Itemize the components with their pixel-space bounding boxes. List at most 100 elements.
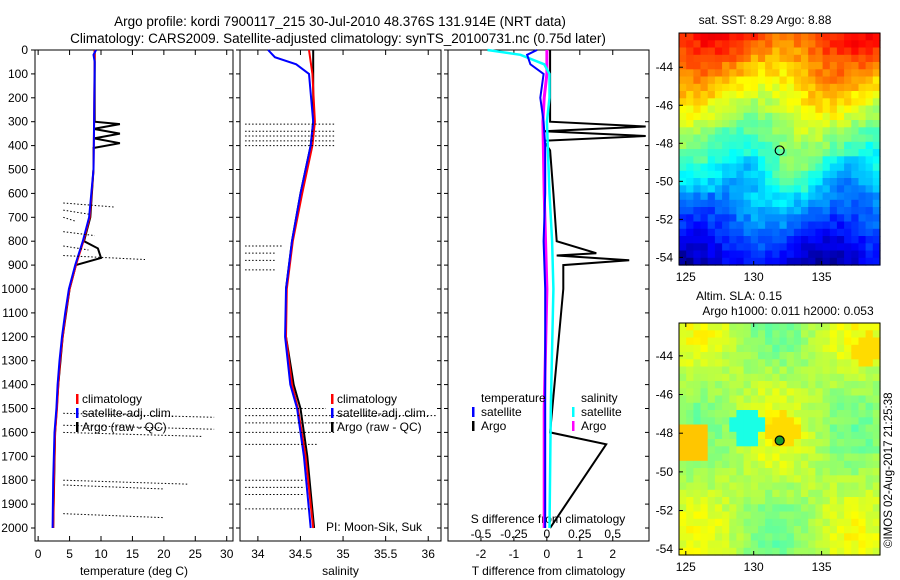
map-cell: [822, 250, 831, 259]
map-cell: [865, 47, 874, 56]
profile-panel-3: -2 -1 0 1 2T difference from climatology-0.5…: [444, 48, 650, 578]
map-cell: [851, 192, 860, 201]
x-tick-label: 2: [609, 547, 616, 561]
map-cell: [858, 91, 867, 99]
map-cell: [851, 214, 860, 223]
map-cell: [736, 62, 745, 70]
map-cell: [758, 170, 766, 179]
map-cell: [707, 33, 716, 41]
map-cell: [743, 127, 752, 136]
map-cell: [722, 475, 730, 484]
map-cell: [722, 112, 730, 121]
map-cell: [779, 257, 788, 266]
map-cell: [736, 540, 745, 549]
map-cell: [707, 475, 716, 484]
argo-position-marker: [774, 145, 785, 156]
map-cell: [858, 540, 867, 549]
map-cell: [758, 344, 766, 353]
map-cell: [844, 475, 852, 484]
map-cell: [729, 460, 738, 469]
map-cell: [707, 192, 716, 201]
map-cell: [851, 47, 860, 56]
map-cell: [815, 236, 824, 244]
map-cell: [679, 221, 687, 230]
map-cell: [872, 482, 881, 491]
map-cell: [686, 83, 694, 92]
map-cell: [750, 431, 759, 440]
map-cell: [765, 497, 773, 505]
map-cell: [851, 381, 860, 389]
map-cell: [872, 388, 881, 397]
map-cell: [865, 69, 874, 78]
map-cell: [772, 497, 781, 505]
map-cell: [808, 424, 816, 433]
y-tick-label: 300: [8, 115, 28, 129]
map-cell: [765, 460, 773, 469]
map-cell: [714, 134, 723, 143]
map-cell: [801, 112, 809, 121]
map-heatmap: [679, 33, 881, 266]
map-cell: [700, 33, 709, 41]
map-cell: [851, 482, 860, 491]
map-cell: [808, 76, 816, 85]
map-cell: [822, 199, 831, 208]
map-cell: [851, 439, 860, 447]
map-cell: [758, 475, 766, 484]
map-cell: [700, 54, 709, 63]
map-cell: [729, 141, 738, 150]
legend-label: Argo (raw - QC): [337, 420, 422, 434]
map-cell: [714, 91, 723, 99]
map-cell: [714, 62, 723, 70]
map-cell: [686, 337, 694, 346]
map-cell: [786, 178, 795, 186]
map-cell: [844, 149, 852, 157]
map-cell: [801, 373, 809, 382]
map-cell: [729, 47, 738, 56]
map-cell: [808, 410, 816, 418]
map-cell: [858, 83, 867, 92]
map-cell: [793, 156, 802, 165]
map-cell: [758, 141, 766, 150]
map-cell: [758, 185, 766, 194]
lon-tick-label: 125: [676, 560, 696, 574]
map-cell: [793, 91, 802, 99]
map-cell: [815, 402, 824, 411]
map-cell: [743, 489, 752, 498]
map-cell: [700, 47, 709, 56]
map-cell: [865, 185, 874, 194]
map-cell: [743, 395, 752, 404]
map-cell: [707, 257, 716, 266]
map-cell: [836, 323, 845, 331]
map-cell: [750, 504, 759, 513]
map-cell: [729, 337, 738, 346]
map-cell: [772, 112, 781, 121]
map-cell: [872, 83, 881, 92]
map-cell: [836, 402, 845, 411]
map-cell: [700, 424, 709, 433]
map-cell: [844, 359, 852, 368]
map-cell: [707, 482, 716, 491]
map-cell: [686, 540, 694, 549]
map-cell: [679, 424, 687, 433]
map-cell: [700, 373, 709, 382]
map-cell: [865, 149, 874, 157]
map-cell: [801, 475, 809, 484]
map-cell: [772, 388, 781, 397]
map-cell: [815, 257, 824, 266]
map-cell: [700, 192, 709, 201]
map-cell: [679, 170, 687, 179]
map-cell: [679, 54, 687, 63]
s-diff-tick-label: -0.25: [500, 527, 528, 541]
map-cell: [736, 504, 745, 513]
map-cell: [743, 83, 752, 92]
map-cell: [808, 460, 816, 469]
map-title: Altim. SLA: 0.15: [696, 289, 782, 303]
map-cell: [793, 192, 802, 201]
map-cell: [686, 156, 694, 165]
map-cell: [786, 76, 795, 85]
map-cell: [765, 388, 773, 397]
map-cell: [729, 504, 738, 513]
map-cell: [743, 54, 752, 63]
map-cell: [679, 83, 687, 92]
map-cell: [736, 395, 745, 404]
